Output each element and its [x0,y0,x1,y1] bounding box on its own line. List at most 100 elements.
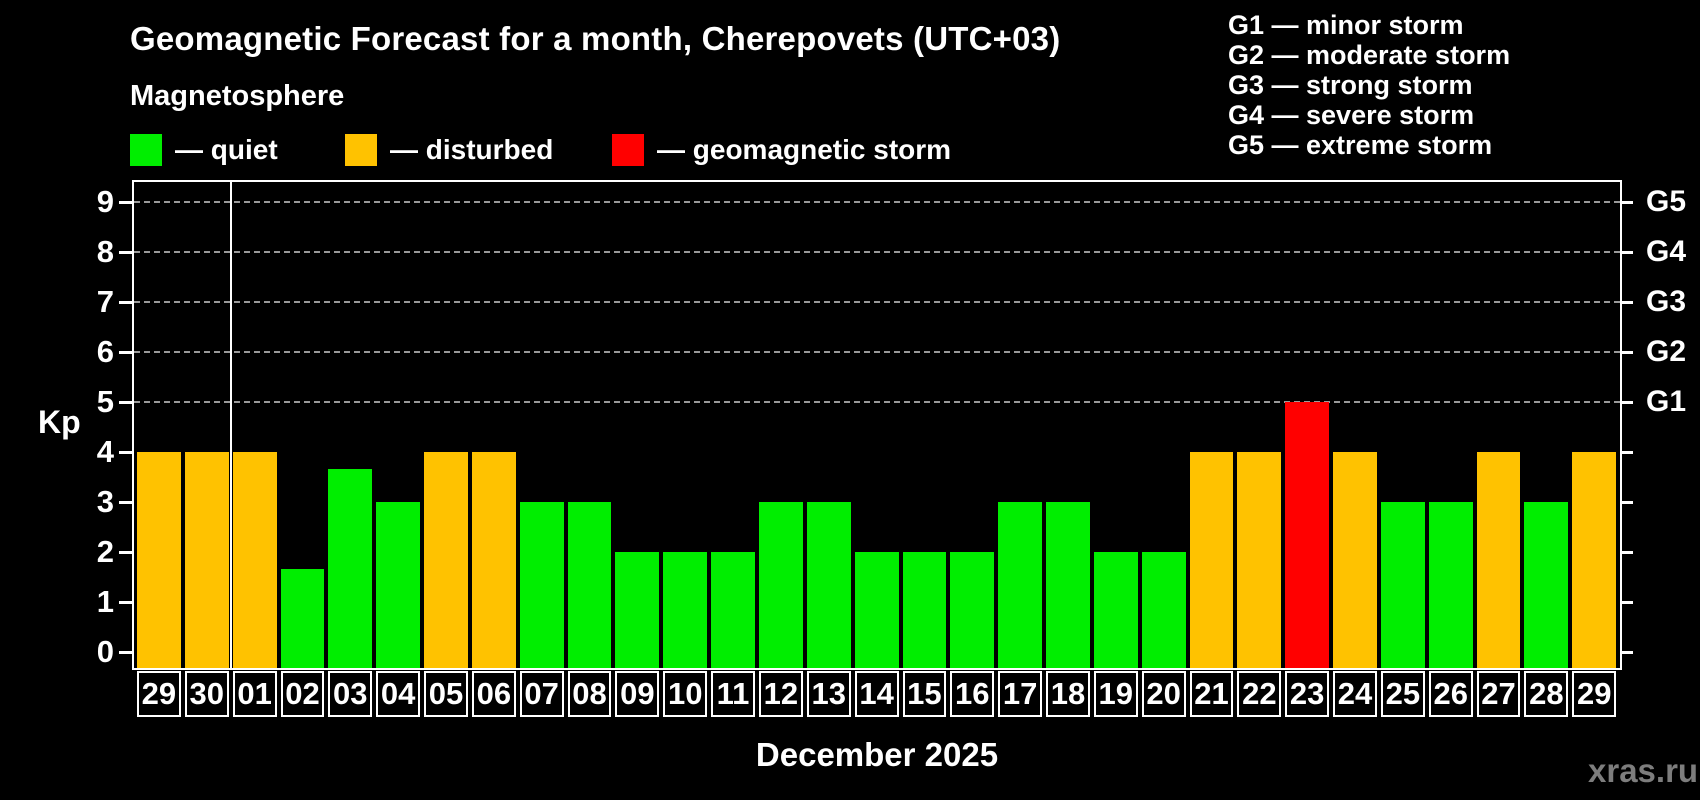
legend-label-storm: — geomagnetic storm [657,134,952,165]
g-tick-label-G2: G2 [1646,335,1687,368]
bar-slot-13 [806,182,851,668]
date-cell: 01 [232,671,277,717]
date-cell: 22 [1237,671,1282,717]
date-cell: 20 [1141,671,1186,717]
right-tick [1620,401,1633,404]
bar-slot-12 [758,182,803,668]
y-tick-label: 5 [96,384,114,419]
kp-bar [1380,502,1425,668]
bar-slot-27 [1476,182,1521,668]
bar-slot-04 [376,182,421,668]
kp-bar [615,552,660,668]
kp-bar [1524,502,1569,668]
date-cell: 28 [1524,671,1569,717]
chart-subtitle: Magnetosphere [130,80,345,112]
kp-bar [1572,452,1617,668]
g-tick-label-G1: G1 [1646,385,1687,418]
kp-bar [1333,452,1377,668]
y-tick [119,601,132,604]
y-tick-label: 1 [96,584,114,619]
bar-slot-11 [711,182,755,668]
disturbed-swatch-icon [345,134,377,166]
bars-row [134,182,1620,668]
month-separator-line [230,182,232,668]
bar-slot-25 [1380,182,1425,668]
date-cell: 29 [1572,671,1617,717]
y-tick [119,551,132,554]
kp-bar [471,452,516,668]
g-scale-legend: G1 — minor storm G2 — moderate storm G3 — … [1228,10,1510,160]
g-legend-item: G1 — minor storm [1228,10,1464,40]
plot-area [132,180,1622,670]
date-cell: 13 [806,671,851,717]
bar-slot-21 [1189,182,1234,668]
y-tick [119,201,132,204]
date-cell: 16 [950,671,995,717]
date-cell: 30 [184,671,229,717]
kp-bar [1046,502,1090,668]
bar-slot-02 [280,182,325,668]
date-cell: 10 [663,671,708,717]
date-cell: 14 [854,671,899,717]
kp-bar [902,552,947,668]
legend-label-quiet: — quiet [175,134,278,165]
gridline-kp7 [134,301,1620,303]
gridline-kp5 [134,401,1620,403]
kp-bar [280,568,325,668]
quiet-swatch-icon [130,134,162,166]
g-tick-label-G5: G5 [1646,185,1687,218]
y-tick-label: 2 [96,534,114,569]
y-tick [119,301,132,304]
bar-slot-16 [950,182,995,668]
date-cell: 02 [280,671,325,717]
chart-title: Geomagnetic Forecast for a month, Cherep… [130,20,1061,57]
kp-bar [758,502,803,668]
kp-bar [1093,552,1138,668]
bar-slot-22 [1237,182,1282,668]
bar-slot-19 [1093,182,1138,668]
date-cell: 06 [471,671,516,717]
bar-slot-06 [471,182,516,668]
date-cell: 03 [328,671,373,717]
kp-bar [232,452,277,668]
bar-slot-29 [137,182,181,668]
kp-bar [1285,402,1330,668]
g-tick-label-G4: G4 [1646,235,1687,268]
g-legend-item: G3 — strong storm [1228,70,1473,100]
right-tick [1620,301,1633,304]
date-cell: 18 [1046,671,1090,717]
legend-item-storm: — geomagnetic storm [612,134,951,166]
x-axis-date-row: 29 30 01 02 03 04 05 06 07 08 09 10 11 12 13 14 15 16 17 18… [134,671,1620,717]
kp-bar [376,502,421,668]
bar-slot-20 [1141,182,1186,668]
date-cell: 12 [758,671,803,717]
kp-bar [1428,502,1473,668]
gridline-kp6 [134,351,1620,353]
y-tick-label: 3 [96,484,114,519]
bar-slot-30 [184,182,229,668]
kp-bar [1476,452,1521,668]
y-tick-label: 6 [96,334,114,369]
y-tick-label: 7 [96,284,114,319]
kp-bar [663,552,708,668]
date-cell: 24 [1333,671,1377,717]
y-tick-label: 8 [96,234,114,269]
right-tick [1620,651,1633,654]
date-cell: 08 [567,671,612,717]
right-tick [1620,351,1633,354]
bar-slot-10 [663,182,708,668]
date-cell: 04 [376,671,421,717]
right-tick [1620,501,1633,504]
y-tick [119,651,132,654]
right-tick [1620,201,1633,204]
y-axis-label: Kp [38,404,81,440]
bar-slot-05 [424,182,468,668]
legend-item-quiet: — quiet [130,134,278,166]
gridline-kp9 [134,201,1620,203]
bar-slot-09 [615,182,660,668]
date-cell: 11 [711,671,755,717]
kp-bar [950,552,995,668]
date-cell: 15 [902,671,947,717]
storm-swatch-icon [612,134,644,166]
bar-slot-08 [567,182,612,668]
